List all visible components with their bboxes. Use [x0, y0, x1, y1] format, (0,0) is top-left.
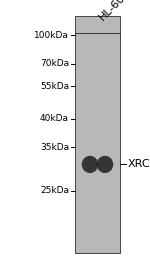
Text: 40kDa: 40kDa [40, 114, 69, 123]
Text: XRCC3: XRCC3 [128, 159, 150, 169]
Text: 35kDa: 35kDa [40, 143, 69, 152]
Bar [75, 16, 120, 253]
Text: 55kDa: 55kDa [40, 82, 69, 91]
Text: 100kDa: 100kDa [34, 31, 69, 40]
Text: HL-60: HL-60 [98, 0, 128, 22]
Text: 25kDa: 25kDa [40, 186, 69, 195]
Text: 70kDa: 70kDa [40, 60, 69, 68]
Ellipse shape [97, 156, 113, 173]
Ellipse shape [82, 156, 98, 173]
